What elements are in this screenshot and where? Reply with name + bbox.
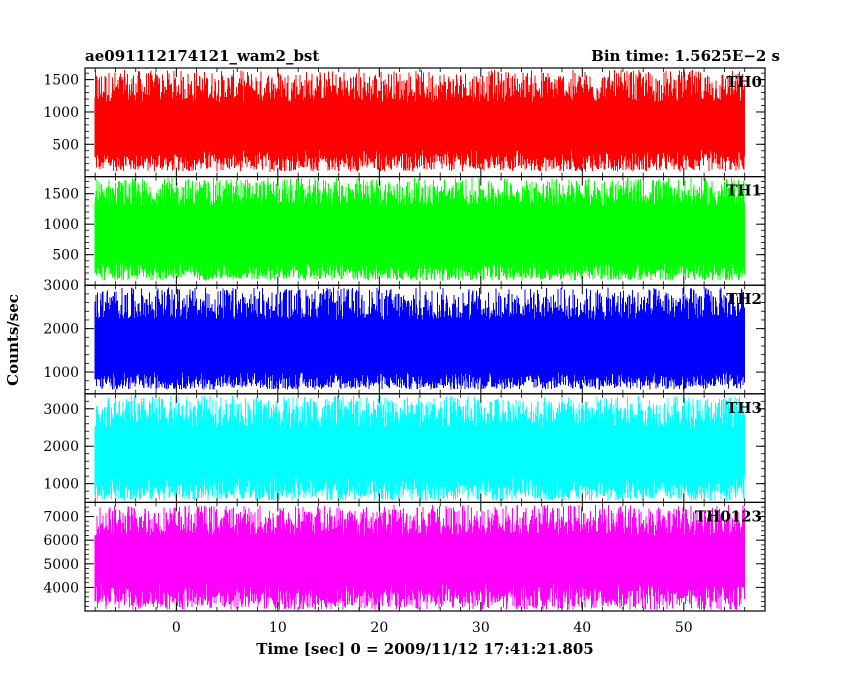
chart-title-left: ae091112174121_wam2_bst: [85, 47, 319, 65]
x-tick-label: 30: [472, 620, 490, 636]
series-trace-th0: [94, 69, 746, 172]
y-tick-label: 4000: [43, 580, 79, 596]
y-tick-label: 1000: [43, 105, 79, 121]
panel-label-th3: TH3: [726, 399, 762, 417]
panel-th1: 500 1000 1500 TH1: [43, 176, 766, 286]
series-trace-th3: [94, 395, 746, 501]
y-tick-label: 500: [52, 248, 79, 264]
panels: 500 1000 1500 TH0 500 1000 1500 TH1 1000 2000 3000…: [43, 67, 766, 612]
y-tick-label: 3000: [43, 278, 79, 294]
x-tick-label: 50: [675, 620, 693, 636]
y-tick-label: 1500: [43, 73, 79, 89]
x-tick-label: 40: [573, 620, 591, 636]
y-axis-label: Counts/sec: [4, 294, 22, 386]
x-axis-label: Time [sec] 0 = 2009/11/12 17:41:21.805: [256, 640, 593, 658]
panel-th0: 500 1000 1500 TH0: [43, 67, 766, 178]
panel-th0123: 4000 5000 6000 7000 TH0123: [43, 501, 766, 612]
x-axis-ticks: 0 10 20 30 40 50: [172, 620, 693, 636]
y-tick-label: 1000: [43, 477, 79, 493]
series-trace-th1: [94, 177, 746, 281]
x-tick-label: 20: [370, 620, 388, 636]
y-tick-label: 1500: [43, 187, 79, 203]
y-tick-label: 2000: [43, 439, 79, 455]
y-tick-label: 2000: [43, 322, 79, 338]
y-tick-label: 500: [52, 137, 79, 153]
panel-label-th2: TH2: [726, 290, 762, 308]
y-tick-label: 7000: [43, 510, 79, 526]
y-tick-label: 3000: [43, 402, 79, 418]
panel-label-th0: TH0: [726, 73, 762, 91]
chart-title-right: Bin time: 1.5625E−2 s: [591, 47, 780, 65]
series-trace-th2: [94, 287, 746, 390]
y-tick-label: 5000: [43, 557, 79, 573]
panel-th3: 1000 2000 3000 TH3: [43, 393, 766, 503]
x-tick-label: 10: [269, 620, 287, 636]
panel-frame: [84, 501, 766, 612]
panel-th2: 1000 2000 3000 TH2: [43, 278, 766, 395]
panel-label-th0123: TH0123: [695, 507, 762, 525]
series-trace-th0123: [94, 504, 746, 610]
y-tick-label: 1000: [43, 365, 79, 381]
panel-label-th1: TH1: [726, 182, 762, 200]
y-tick-label: 6000: [43, 533, 79, 549]
x-tick-label: 0: [172, 620, 181, 636]
y-tick-label: 1000: [43, 217, 79, 233]
